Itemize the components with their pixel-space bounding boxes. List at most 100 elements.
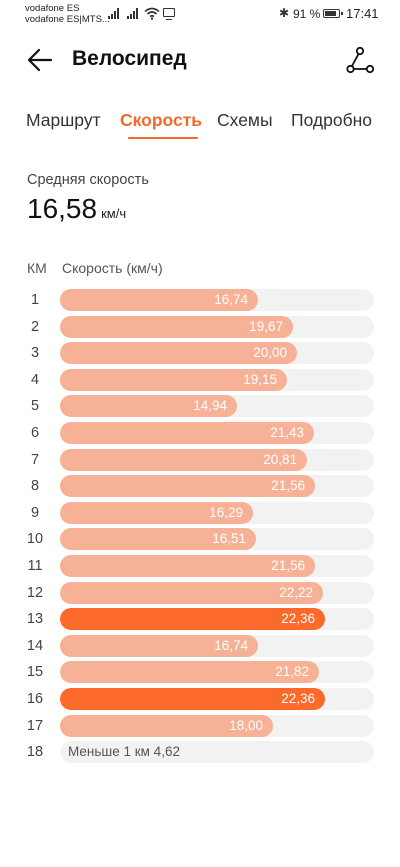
split-row: 14 16,74: [0, 634, 400, 657]
tab-charts[interactable]: Схемы: [217, 110, 273, 130]
signal-icon-2: [127, 7, 139, 19]
split-row: 3 20,00: [0, 342, 400, 365]
split-speed-value: 21,43: [270, 425, 304, 440]
split-speed-value: 21,56: [271, 478, 305, 494]
split-speed-value: 19,15: [243, 371, 277, 387]
active-tab-indicator: [128, 137, 198, 139]
split-km-label: 2: [30, 318, 40, 335]
split-bar-track: 19,67: [60, 315, 374, 338]
split-km-label: 10: [26, 531, 44, 548]
split-speed-value: 16,74: [214, 637, 248, 653]
split-speed-value: 16,51: [212, 531, 246, 547]
split-km-label: 4: [30, 371, 40, 388]
split-row: 16 22,36: [0, 688, 400, 710]
average-speed-value: 16,58: [27, 193, 98, 224]
split-speed-value: 22,36: [281, 691, 315, 706]
split-bar-track: 22,36: [60, 608, 374, 631]
km-column-header: КМ: [27, 260, 47, 276]
battery-icon: [323, 9, 343, 18]
average-speed-unit: км/ч: [101, 206, 127, 221]
split-bar-track: 16,29: [60, 501, 374, 524]
split-km-label: 12: [26, 584, 44, 601]
speed-column-header: Скорость (км/ч): [62, 260, 163, 276]
status-time: 17:41: [346, 6, 379, 21]
split-speed-value: 21,56: [271, 558, 305, 573]
split-km-label: 11: [27, 558, 43, 574]
split-km-label: 15: [26, 664, 44, 681]
split-row: 4 19,15: [0, 368, 400, 391]
split-bar-track: 16,51: [60, 528, 374, 551]
split-speed-bar: 21,43: [60, 422, 314, 444]
route-share-icon: [346, 46, 375, 74]
split-speed-value: 22,22: [279, 584, 313, 600]
tab-route[interactable]: Маршрут: [26, 110, 101, 130]
screen-cast-icon: [163, 8, 175, 20]
split-row: 8 21,56: [0, 475, 400, 498]
split-bar-track: 21,43: [60, 422, 374, 444]
split-bar-track: 21,56: [60, 475, 374, 498]
split-km-label: 7: [30, 451, 40, 468]
arrow-left-icon: [27, 48, 53, 72]
back-button[interactable]: [24, 44, 56, 76]
split-speed-bar: 16,51: [60, 528, 256, 551]
split-bar-track: 22,22: [60, 581, 374, 604]
split-km-label: 9: [30, 504, 40, 521]
split-speed-bar: 18,00: [60, 714, 273, 737]
split-speed-value: 21,82: [275, 664, 309, 680]
tab-speed[interactable]: Скорость: [120, 110, 203, 130]
tab-details[interactable]: Подробно: [291, 110, 373, 130]
split-km-label: 6: [30, 425, 40, 441]
split-row: 1 16,74: [0, 289, 400, 311]
split-speed-bar: 22,22: [60, 581, 323, 604]
split-speed-bar: 20,81: [60, 448, 307, 471]
average-speed: 16,58 км/ч: [27, 193, 126, 225]
split-speed-bar: 21,56: [60, 555, 315, 577]
carrier-name-primary: vodafone ES: [25, 3, 80, 14]
route-share-button[interactable]: [344, 44, 376, 76]
split-speed-value: 19,67: [249, 318, 283, 334]
split-row: 2 19,67: [0, 315, 400, 338]
split-speed-bar: 22,36: [60, 608, 325, 631]
split-bar-track: Меньше 1 км 4,62: [60, 741, 374, 764]
split-bar-track: 22,36: [60, 688, 374, 710]
split-speed-bar: 14,94: [60, 395, 237, 418]
split-bar-track: 19,15: [60, 368, 374, 391]
battery-percent: 91 %: [293, 7, 321, 21]
split-bar-track: 16,74: [60, 634, 374, 657]
split-row: 13 22,36: [0, 608, 400, 631]
split-km-label: 13: [26, 611, 44, 628]
split-speed-bar: 19,15: [60, 368, 287, 391]
split-speed-bar: 22,36: [60, 688, 325, 710]
split-bar-track: 21,82: [60, 661, 374, 684]
split-row: 11 21,56: [0, 555, 400, 577]
split-row: 5 14,94: [0, 395, 400, 418]
split-speed-bar: 16,29: [60, 501, 253, 524]
split-km-label: 17: [26, 717, 44, 734]
split-speed-bar: 19,67: [60, 315, 293, 338]
split-speed-value: 16,29: [209, 504, 243, 520]
split-row: 12 22,22: [0, 581, 400, 604]
split-bar-track: 14,94: [60, 395, 374, 418]
split-speed-bar: 20,00: [60, 342, 297, 365]
split-speed-bar: 21,82: [60, 661, 319, 684]
page-title: Велосипед: [72, 47, 187, 70]
partial-split-label: Меньше 1 км 4,62: [68, 744, 180, 760]
split-speed-bar: 16,74: [60, 634, 258, 657]
split-bar-track: 16,74: [60, 289, 374, 311]
split-speed-value: 22,36: [281, 611, 315, 627]
split-row: 17 18,00: [0, 714, 400, 737]
split-km-label: 8: [30, 478, 40, 495]
split-row: 6 21,43: [0, 422, 400, 444]
split-km-label: 18: [26, 744, 44, 761]
split-speed-value: 18,00: [229, 717, 263, 733]
signal-icon: [108, 7, 120, 19]
split-bar-track: 18,00: [60, 714, 374, 737]
split-bar-track: 20,00: [60, 342, 374, 365]
split-km-label: 3: [30, 345, 40, 362]
split-row: 7 20,81: [0, 448, 400, 471]
split-km-label: 14: [26, 637, 44, 654]
split-bar-track: 20,81: [60, 448, 374, 471]
split-row: 10 16,51: [0, 528, 400, 551]
split-km-label: 16: [26, 691, 44, 707]
status-bar: vodafone ES vodafone ES|MTS... ✱ 91 % 17…: [0, 0, 400, 28]
